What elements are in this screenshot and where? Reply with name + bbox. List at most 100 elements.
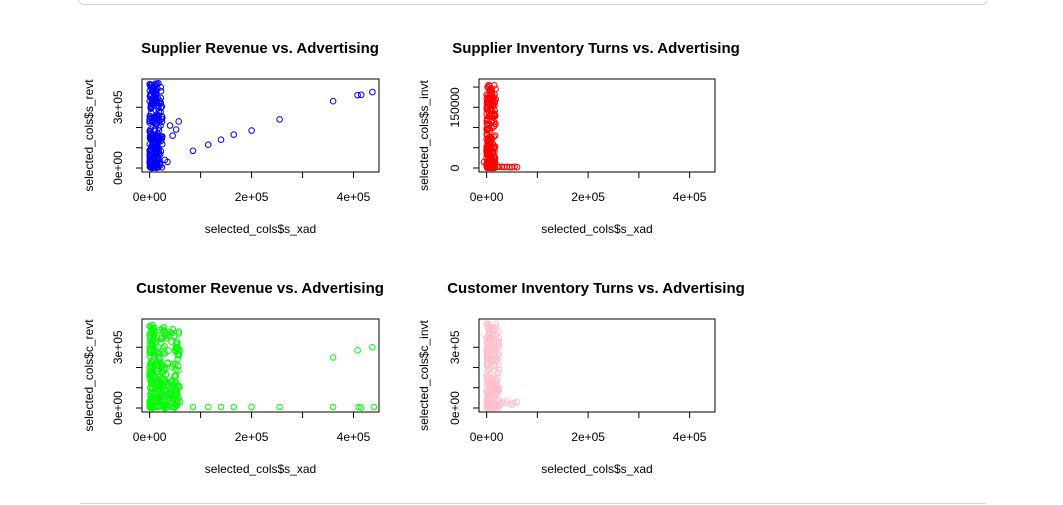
x-tick-label: 0e+00 (133, 430, 167, 444)
data-point (487, 338, 494, 346)
x-tick-label: 4e+05 (337, 190, 371, 204)
data-point (483, 110, 491, 118)
data-point (155, 385, 163, 393)
x-tick-label: 2e+05 (235, 190, 269, 204)
data-point (485, 81, 492, 89)
data-points (146, 321, 378, 412)
data-point (483, 343, 491, 351)
data-point (513, 163, 521, 171)
plot-box (478, 78, 716, 173)
data-point (156, 354, 164, 362)
data-point (490, 390, 498, 397)
x-tick-label: 4e+05 (673, 190, 707, 204)
data-point (147, 370, 154, 377)
data-point (149, 161, 157, 169)
data-point (146, 112, 154, 120)
plot-box (141, 318, 380, 413)
data-point (146, 151, 153, 158)
data-point (494, 368, 502, 376)
data-point (175, 351, 183, 358)
data-point (146, 363, 154, 371)
data-point (152, 160, 160, 168)
data-point (169, 382, 176, 390)
data-point (172, 126, 180, 133)
data-point (490, 343, 497, 351)
data-point (162, 335, 170, 342)
data-point (355, 403, 362, 411)
data-point (154, 367, 161, 375)
data-point (484, 373, 492, 380)
data-point (146, 154, 154, 161)
data-point (369, 88, 376, 96)
data-point (148, 398, 156, 406)
y-tick-label: 3e+05 (448, 330, 462, 364)
data-point (155, 124, 162, 132)
data-point (159, 325, 166, 333)
data-point (329, 354, 337, 361)
data-point (483, 126, 491, 134)
data-point (170, 332, 178, 340)
data-point (155, 127, 163, 134)
data-point (160, 327, 168, 334)
data-point (149, 138, 156, 146)
data-point (357, 91, 365, 99)
y-tick-label: 0e+00 (448, 391, 462, 425)
data-point (162, 371, 170, 379)
x-tick-label: 2e+05 (571, 430, 605, 444)
y-tick-label: 0 (448, 164, 462, 171)
data-point (329, 97, 337, 105)
data-point (503, 163, 511, 171)
data-point (164, 158, 171, 166)
data-point (147, 377, 155, 385)
x-axis-label: selected_cols$s_xad (205, 462, 316, 476)
data-point (485, 403, 493, 411)
data-point (498, 163, 506, 171)
y-tick-label: 3e+05 (111, 90, 125, 124)
data-point (486, 382, 493, 390)
data-point (495, 334, 503, 342)
data-point (369, 343, 376, 351)
data-point (153, 111, 161, 118)
data-point (150, 114, 157, 122)
data-point (152, 134, 160, 141)
data-point (329, 403, 337, 411)
data-point (157, 99, 165, 107)
data-point (161, 385, 169, 393)
data-point (151, 403, 158, 411)
data-point (168, 338, 175, 345)
data-point (172, 372, 179, 379)
y-tick-label: 3e+05 (111, 330, 125, 364)
data-point (484, 393, 491, 400)
data-point (487, 352, 495, 360)
data-point (484, 400, 492, 407)
data-point (176, 384, 183, 391)
data-point (492, 112, 499, 120)
bottom-divider (80, 503, 986, 504)
data-point (485, 99, 493, 107)
data-point (151, 93, 159, 101)
data-point (169, 325, 177, 333)
x-axis-label: selected_cols$s_xad (541, 222, 652, 236)
data-point (488, 399, 495, 406)
data-point (156, 159, 164, 167)
data-point (149, 100, 156, 107)
data-point (357, 404, 365, 411)
data-point (154, 360, 162, 368)
data-point (489, 332, 497, 339)
data-point (147, 126, 154, 133)
y-tick-label: 0e+00 (111, 151, 125, 185)
x-tick-label: 0e+00 (470, 190, 504, 204)
data-point (494, 356, 502, 363)
data-point (146, 329, 154, 337)
data-point (487, 112, 494, 119)
data-point (513, 398, 521, 406)
plot-title: Customer Inventory Turns vs. Advertising (447, 280, 745, 297)
data-point (480, 158, 488, 166)
data-point (276, 116, 283, 123)
data-point (167, 388, 175, 396)
data-point (149, 321, 157, 329)
plot-box (478, 318, 716, 413)
data-point (217, 403, 225, 411)
data-point (150, 324, 158, 332)
data-point (150, 347, 158, 355)
